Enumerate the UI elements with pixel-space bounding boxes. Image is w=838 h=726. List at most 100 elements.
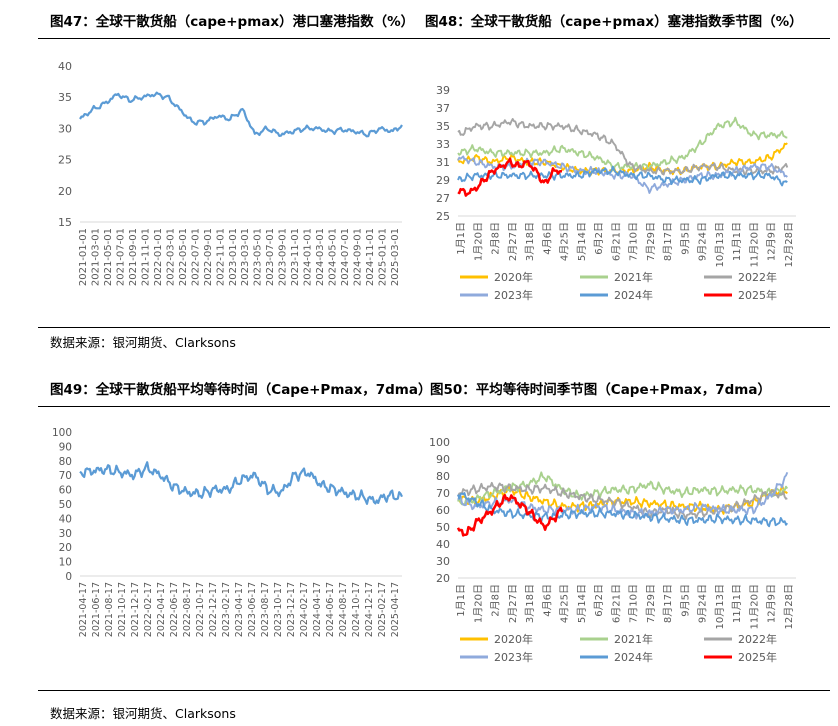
x-tick-label: 6月2日 bbox=[593, 584, 605, 617]
x-tick-label: 2023-04-17 bbox=[234, 582, 245, 637]
y-tick-label: 35 bbox=[436, 120, 450, 133]
x-tick-label: 2024-10-17 bbox=[351, 582, 362, 637]
x-tick-label: 2024-07-01 bbox=[340, 228, 351, 286]
series-line-2022年 bbox=[457, 118, 789, 176]
x-tick-label: 4月25日 bbox=[559, 222, 571, 261]
x-tick-label: 2022-04-17 bbox=[156, 582, 167, 637]
x-tick-label: 2022-10-17 bbox=[195, 582, 206, 637]
x-tick-label: 1月1日 bbox=[455, 222, 467, 255]
x-tick-label: 11月20日 bbox=[748, 222, 760, 267]
y-tick-label: 30 bbox=[58, 122, 72, 135]
x-tick-label: 1月20日 bbox=[472, 584, 484, 623]
x-tick-label: 2022-07-01 bbox=[190, 228, 201, 286]
x-tick-label: 9月5日 bbox=[679, 584, 691, 617]
y-tick-label: 37 bbox=[436, 102, 450, 115]
series-line-2025年 bbox=[457, 157, 563, 197]
x-tick-label: 2024-02-17 bbox=[299, 582, 310, 637]
x-tick-label: 2023-02-17 bbox=[221, 582, 232, 637]
x-tick-label: 7月10日 bbox=[628, 222, 640, 261]
legend-label: 2021年 bbox=[614, 632, 653, 646]
series-line-平均等待时间 bbox=[79, 461, 403, 505]
x-tick-label: 11月1日 bbox=[731, 222, 743, 261]
x-tick-label: 2021-05-01 bbox=[103, 228, 114, 286]
x-tick-label: 2022-09-01 bbox=[203, 228, 214, 286]
y-tick-label: 100 bbox=[429, 436, 450, 449]
x-tick-label: 2023-06-17 bbox=[247, 582, 258, 637]
x-tick-label: 2022-06-17 bbox=[169, 582, 180, 637]
legend-label: 2024年 bbox=[614, 650, 653, 664]
source-note-2: 数据来源：银河期货、Clarksons bbox=[50, 706, 236, 721]
x-tick-label: 12月9日 bbox=[766, 584, 778, 623]
rule-1 bbox=[38, 327, 830, 328]
legend-label: 2025年 bbox=[738, 288, 777, 302]
x-tick-label: 11月1日 bbox=[731, 584, 743, 623]
x-tick-label: 2021-10-17 bbox=[117, 582, 128, 637]
chart-48: 25 27 29 31 33 35 37 39 1月1日 1月20日 2月8日 2月27日 3月18日 4… bbox=[436, 84, 796, 302]
x-tick-label: 2021-11-01 bbox=[140, 228, 151, 286]
x-tick-label: 8月17日 bbox=[662, 222, 674, 261]
x-tick-label: 2021-08-17 bbox=[104, 582, 115, 637]
y-tick-label: 60 bbox=[436, 504, 450, 517]
legend-label: 2020年 bbox=[494, 632, 533, 646]
x-tick-label: 2021-06-17 bbox=[91, 582, 102, 637]
y-tick-label: 39 bbox=[436, 84, 450, 97]
x-tick-label: 2月8日 bbox=[490, 584, 502, 617]
x-tick-label: 4月25日 bbox=[559, 584, 571, 623]
x-tick-label: 2024-01-01 bbox=[303, 228, 314, 286]
y-tick-label: 80 bbox=[436, 470, 450, 483]
y-tick-label: 20 bbox=[59, 542, 72, 554]
x-tick-label: 2021-03-01 bbox=[90, 228, 101, 286]
x-tick-label: 2021-09-01 bbox=[128, 228, 139, 286]
x-tick-label: 6月2日 bbox=[593, 222, 605, 255]
y-tick-label: 31 bbox=[436, 156, 450, 169]
y-tick-label: 90 bbox=[59, 441, 72, 453]
y-tick-label: 27 bbox=[436, 192, 450, 205]
x-tick-label: 3月18日 bbox=[524, 222, 536, 261]
x-tick-label: 3月18日 bbox=[524, 584, 536, 623]
x-tick-label: 2025-01-01 bbox=[378, 228, 389, 286]
source-note-1: 数据来源：银河期货、Clarksons bbox=[50, 335, 236, 350]
x-tick-label: 2022-01-01 bbox=[153, 228, 164, 286]
chart-48-title: 图48：全球干散货船（cape+pmax）塞港指数季节图（%） bbox=[425, 14, 803, 30]
y-tick-label: 70 bbox=[436, 487, 450, 500]
series-line-2020年 bbox=[457, 142, 788, 176]
y-tick-label: 70 bbox=[59, 470, 72, 482]
x-tick-label: 9月24日 bbox=[697, 584, 709, 623]
x-tick-label: 10月13日 bbox=[714, 584, 726, 629]
legend-label: 2024年 bbox=[614, 288, 653, 302]
x-tick-label: 4月6日 bbox=[541, 584, 553, 617]
y-tick-label: 25 bbox=[436, 210, 450, 223]
legend-label: 2023年 bbox=[494, 650, 533, 664]
x-tick-label: 2024-11-01 bbox=[365, 228, 376, 286]
y-tick-label: 30 bbox=[436, 555, 450, 568]
series-line-2021年 bbox=[457, 471, 789, 507]
y-tick-label: 40 bbox=[436, 538, 450, 551]
chart-49: 0 10 20 30 40 50 60 70 80 90 100 2021-04-17 2021-06-… bbox=[52, 427, 403, 637]
x-tick-label: 2021-04-17 bbox=[78, 582, 89, 637]
x-tick-label: 2月8日 bbox=[490, 222, 502, 255]
x-tick-label: 2023-07-01 bbox=[265, 228, 276, 286]
series-line-2024年 bbox=[457, 492, 789, 528]
series-line-2022年 bbox=[457, 481, 788, 520]
series-line-2023年 bbox=[457, 471, 789, 520]
x-tick-label: 2023-09-01 bbox=[278, 228, 289, 286]
y-tick-label: 20 bbox=[436, 572, 450, 585]
chart-49-title: 图49：全球干散货船平均等待时间（Cape+Pmax，7dma） bbox=[50, 382, 432, 398]
chart-47: 15 20 25 30 35 40 2021-01-01 2021-03-01 2021-05-… bbox=[58, 60, 403, 286]
x-tick-label: 2024-08-17 bbox=[338, 582, 349, 637]
y-tick-label: 30 bbox=[59, 528, 72, 540]
x-tick-label: 7月10日 bbox=[628, 584, 640, 623]
series-line-2021年 bbox=[457, 116, 788, 172]
legend-label: 2020年 bbox=[494, 270, 533, 284]
y-tick-label: 25 bbox=[58, 154, 72, 167]
y-tick-label: 80 bbox=[59, 456, 72, 468]
y-tick-label: 40 bbox=[58, 60, 72, 73]
x-tick-label: 6月21日 bbox=[610, 584, 622, 623]
top-rule bbox=[38, 38, 830, 39]
x-tick-label: 7月29日 bbox=[645, 222, 657, 261]
y-tick-label: 20 bbox=[58, 185, 72, 198]
y-tick-label: 60 bbox=[59, 485, 72, 497]
x-tick-label: 1月1日 bbox=[455, 584, 467, 617]
x-tick-label: 4月6日 bbox=[541, 222, 553, 255]
legend-label: 2021年 bbox=[614, 270, 653, 284]
